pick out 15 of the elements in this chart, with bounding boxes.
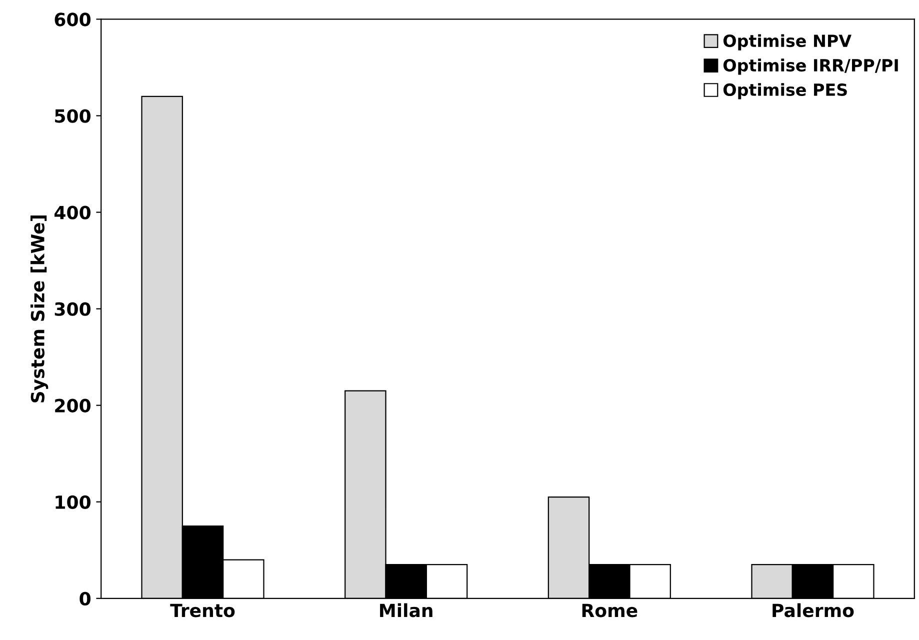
y-tick-label: 500 <box>55 109 91 123</box>
legend-label: Optimise IRR/PP/PI <box>723 58 898 75</box>
y-tick-label: 100 <box>56 495 91 509</box>
y-tick-label: 200 <box>55 398 91 412</box>
x-tick-label: Trento <box>170 604 235 618</box>
legend-label: Optimise PES <box>723 83 847 100</box>
y-tick-label: 0 <box>80 592 91 606</box>
y-tick-label: 600 <box>54 12 91 26</box>
y-tick-label: 400 <box>54 206 91 220</box>
y-axis-title: System Size [kWe] <box>30 215 48 402</box>
x-tick-label: Rome <box>582 604 638 618</box>
x-tick-label: Milan <box>380 603 432 618</box>
legend-label: Optimise NPV <box>723 34 852 50</box>
y-tick-label: 300 <box>54 302 91 316</box>
x-tick-label: Palermo <box>772 603 854 618</box>
